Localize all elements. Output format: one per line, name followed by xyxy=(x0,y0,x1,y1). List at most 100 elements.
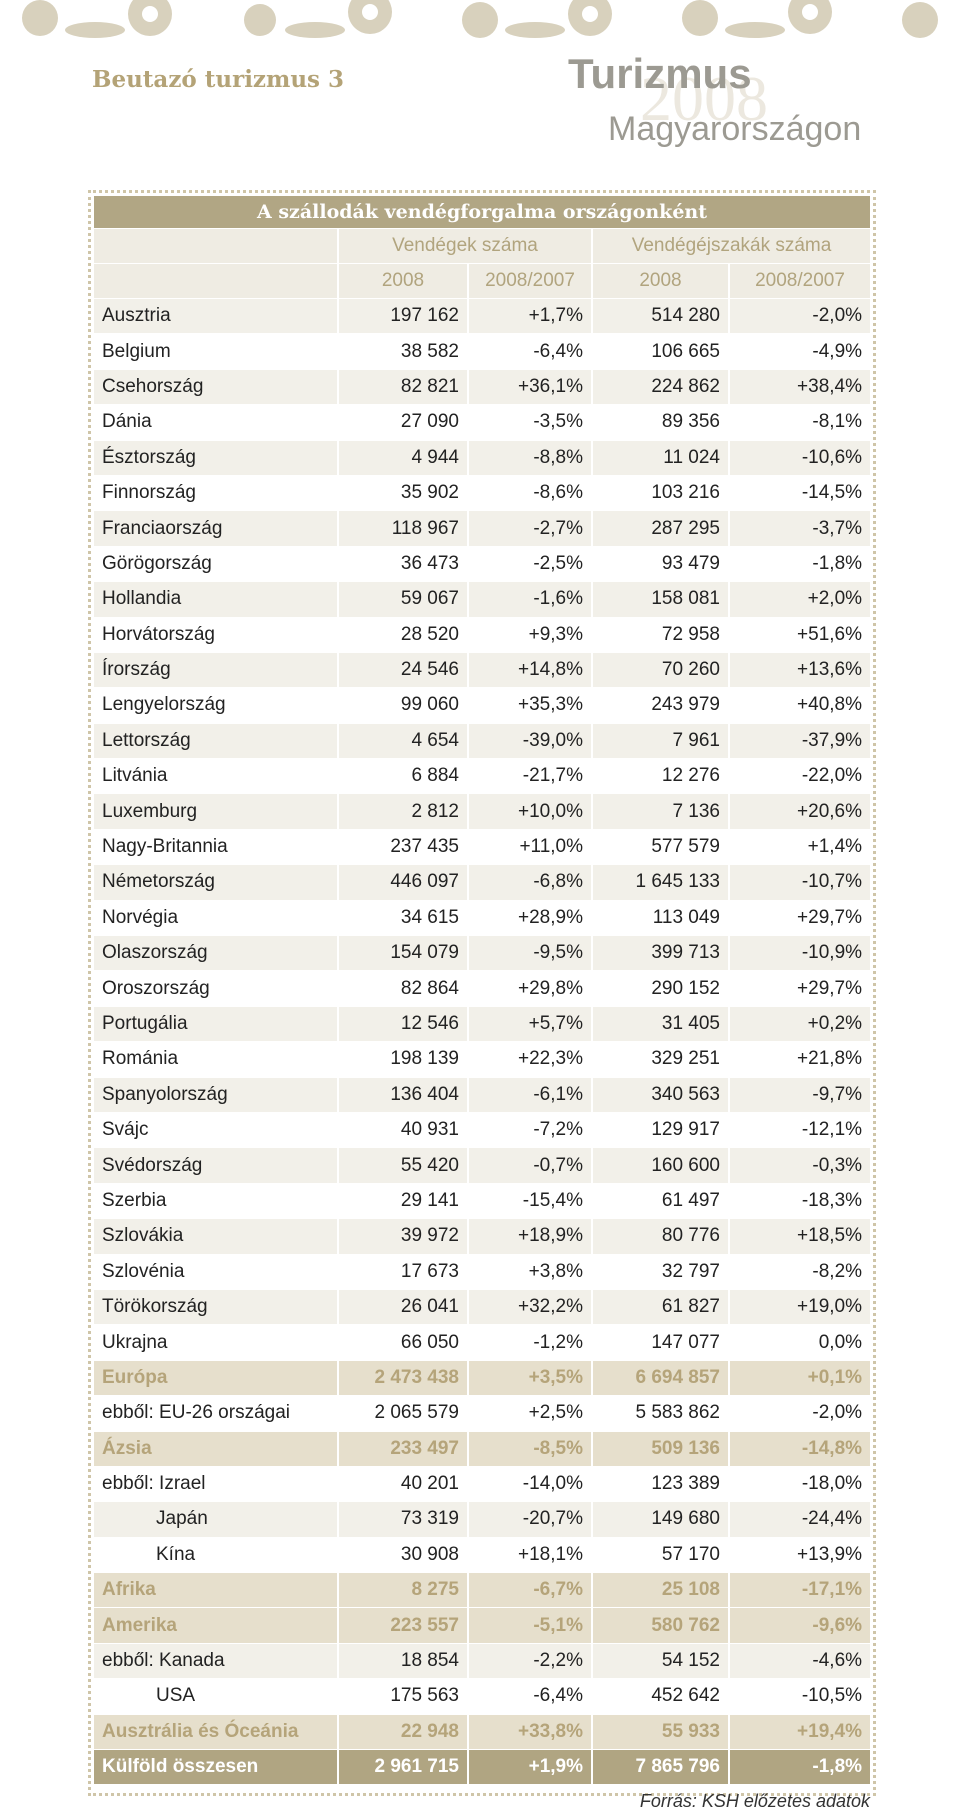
table-cell: 6 884 xyxy=(338,758,469,795)
table-cell: 329 251 xyxy=(592,1041,730,1078)
table-cell: 22 948 xyxy=(338,1714,469,1751)
table-cell: -6,4% xyxy=(468,333,593,370)
table-cell: 18 854 xyxy=(338,1643,469,1680)
row-label: Ausztrália és Óceánia xyxy=(94,1714,339,1751)
table-cell: -21,7% xyxy=(468,758,593,795)
table-row: ebből: Kanada 18 854 -2,2% 54 152 -4,6% xyxy=(94,1643,871,1680)
table-cell: 4 654 xyxy=(338,723,469,760)
table-cell: 0,0% xyxy=(729,1324,871,1361)
table-row: Franciaország 118 967 -2,7% 287 295 -3,7% xyxy=(94,510,871,547)
table-cell: -8,2% xyxy=(729,1254,871,1290)
table-cell: 129 917 xyxy=(592,1112,730,1149)
table-cell: 61 497 xyxy=(592,1183,730,1220)
table-cell: +29,8% xyxy=(468,970,593,1007)
table-cell: 31 405 xyxy=(592,1006,730,1043)
table-row: Svájc 40 931 -7,2% 129 917 -12,1% xyxy=(94,1112,871,1149)
table-cell: 82 821 xyxy=(338,369,469,406)
table-row: Nagy-Britannia 237 435 +11,0% 577 579 +1,4% xyxy=(94,829,871,866)
row-label: ebből: Kanada xyxy=(94,1643,339,1680)
table-cell: -0,3% xyxy=(729,1147,871,1184)
table-cell: +3,8% xyxy=(468,1254,593,1290)
row-label: Írország xyxy=(94,652,339,689)
table-cell: -3,5% xyxy=(468,404,593,441)
page-subtitle: Magyarországon xyxy=(608,110,862,148)
table-row: Finnország 35 902 -8,6% 103 216 -14,5% xyxy=(94,475,871,512)
table-cell: -6,4% xyxy=(468,1678,593,1715)
table-cell: +0,2% xyxy=(729,1006,871,1043)
row-label: Japán xyxy=(94,1501,339,1538)
row-label: Svédország xyxy=(94,1147,339,1184)
table-cell: 136 404 xyxy=(338,1077,469,1113)
row-label: Amerika xyxy=(94,1607,339,1644)
table-cell: 446 097 xyxy=(338,864,469,901)
table-cell: -39,0% xyxy=(468,723,593,760)
table-row: Lengyelország 99 060 +35,3% 243 979 +40,8% xyxy=(94,687,871,724)
table-cell: 290 152 xyxy=(592,970,730,1007)
table-cell: -2,2% xyxy=(468,1643,593,1680)
row-label: Szlovénia xyxy=(94,1254,339,1290)
table-cell: 154 079 xyxy=(338,935,469,972)
table-cell: 149 680 xyxy=(592,1501,730,1538)
row-label: Csehország xyxy=(94,369,339,406)
table-cell: 2 473 438 xyxy=(338,1360,469,1397)
row-label: Görögország xyxy=(94,546,339,583)
table-cell: -18,0% xyxy=(729,1466,871,1503)
table-cell: 514 280 xyxy=(592,298,730,335)
table-cell: 2 961 715 xyxy=(338,1749,469,1786)
table-row: Spanyolország 136 404 -6,1% 340 563 -9,7% xyxy=(94,1077,871,1113)
table-cell: 34 615 xyxy=(338,900,469,937)
table-cell: -24,4% xyxy=(729,1501,871,1538)
row-label: Olaszország xyxy=(94,935,339,972)
table-row: Svédország 55 420 -0,7% 160 600 -0,3% xyxy=(94,1147,871,1184)
table-cell: +28,9% xyxy=(468,900,593,937)
table-cell: 4 944 xyxy=(338,440,469,476)
table-cell: 5 583 862 xyxy=(592,1395,730,1432)
table-body: A szállodák vendégforgalma országonként … xyxy=(94,196,871,1786)
row-label: USA xyxy=(94,1678,339,1715)
table-row: Oroszország 82 864 +29,8% 290 152 +29,7% xyxy=(94,970,871,1007)
table-row: Litvánia 6 884 -21,7% 12 276 -22,0% xyxy=(94,758,871,795)
table-frame xyxy=(88,190,876,1796)
table-cell: -2,0% xyxy=(729,1395,871,1432)
table-row: Horvátország 28 520 +9,3% 72 958 +51,6% xyxy=(94,617,871,653)
table-cell: +20,6% xyxy=(729,793,871,830)
table-cell: +32,2% xyxy=(468,1289,593,1326)
table-cell: 198 139 xyxy=(338,1041,469,1078)
table-cell: 175 563 xyxy=(338,1678,469,1715)
table-row: Németország 446 097 -6,8% 1 645 133 -10,7% xyxy=(94,864,871,901)
table-row: Olaszország 154 079 -9,5% 399 713 -10,9% xyxy=(94,935,871,972)
table-cell: -12,1% xyxy=(729,1112,871,1149)
table-cell: -37,9% xyxy=(729,723,871,760)
table-row: Külföld összesen 2 961 715 +1,9% 7 865 796-… xyxy=(94,1749,871,1786)
row-label: Ázsia xyxy=(94,1431,339,1467)
row-label: Norvégia xyxy=(94,900,339,937)
header-blank xyxy=(94,263,339,299)
table-row: Ukrajna 66 050 -1,2% 147 077 0,0% xyxy=(94,1324,871,1361)
column-header: 2008/2007 xyxy=(468,263,593,299)
table-cell: 38 582 xyxy=(338,333,469,370)
table-cell: -1,8% xyxy=(729,1749,871,1786)
table-row: Észtország 4 944 -8,8% 11 024 -10,6% xyxy=(94,440,871,476)
table-cell: 106 665 xyxy=(592,333,730,370)
table-cell: -4,6% xyxy=(729,1643,871,1680)
row-label: Lengyelország xyxy=(94,687,339,724)
table-cell: -6,7% xyxy=(468,1572,593,1609)
table-cell: 1 645 133 xyxy=(592,864,730,901)
table-cell: 89 356 xyxy=(592,404,730,441)
table-cell: 287 295 xyxy=(592,510,730,547)
table-row: Görögország 36 473 -2,5% 93 479 -1,8% xyxy=(94,546,871,583)
row-label: Luxemburg xyxy=(94,793,339,830)
table-cell: -6,1% xyxy=(468,1077,593,1113)
row-label: Szerbia xyxy=(94,1183,339,1220)
table-cell: 158 081 xyxy=(592,581,730,618)
table-cell: +11,0% xyxy=(468,829,593,866)
table-cell: 99 060 xyxy=(338,687,469,724)
table-row: Norvégia 34 615 +28,9% 113 049 +29,7% xyxy=(94,900,871,937)
row-label: Horvátország xyxy=(94,617,339,653)
row-label: Litvánia xyxy=(94,758,339,795)
table-cell: 223 557 xyxy=(338,1607,469,1644)
row-label: Spanyolország xyxy=(94,1077,339,1113)
table-cell: -14,8% xyxy=(729,1431,871,1467)
table-cell: -9,6% xyxy=(729,1607,871,1644)
table-cell: +18,9% xyxy=(468,1218,593,1255)
